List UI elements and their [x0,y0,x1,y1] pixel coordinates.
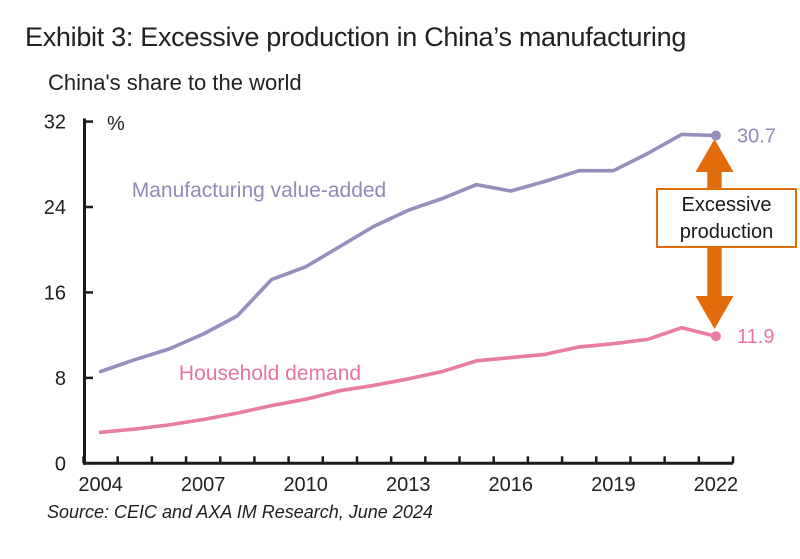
x-tick-label: 2004 [78,474,123,496]
x-tick-label: 2016 [489,474,534,496]
excessive-production-callout: Excessive production [656,188,797,248]
x-tick-label: 2007 [181,474,226,496]
callout-text-line2: production [679,221,774,243]
series-name-label: Manufacturing value-added [132,179,387,202]
y-tick-label: 0 [55,453,66,475]
source-note: Source: CEIC and AXA IM Research, June 2… [47,502,433,522]
series-line-household [98,325,718,435]
series-name-label: Household demand [179,362,361,385]
series-end-value: 11.9 [737,326,774,348]
chart-subtitle: China's share to the world [48,70,302,95]
series-end-marker [710,130,721,141]
x-tick-label: 2013 [386,474,431,496]
y-axis-unit-label: % [107,113,125,135]
series-end-marker [710,331,721,342]
x-tick-label: 2010 [283,474,328,496]
callout-text-line1: Excessive [681,194,772,216]
series-line-manufacturing [98,132,718,374]
y-tick-label: 24 [44,197,66,219]
y-tick-label: 32 [44,112,66,134]
y-tick-label: 8 [55,368,66,390]
x-tick-label: 2019 [591,474,636,496]
y-tick-label: 16 [44,282,66,304]
exhibit-title: Exhibit 3: Excessive production in China… [25,22,687,52]
x-tick-label: 2022 [694,474,739,496]
series-end-value: 30.7 [737,125,776,147]
